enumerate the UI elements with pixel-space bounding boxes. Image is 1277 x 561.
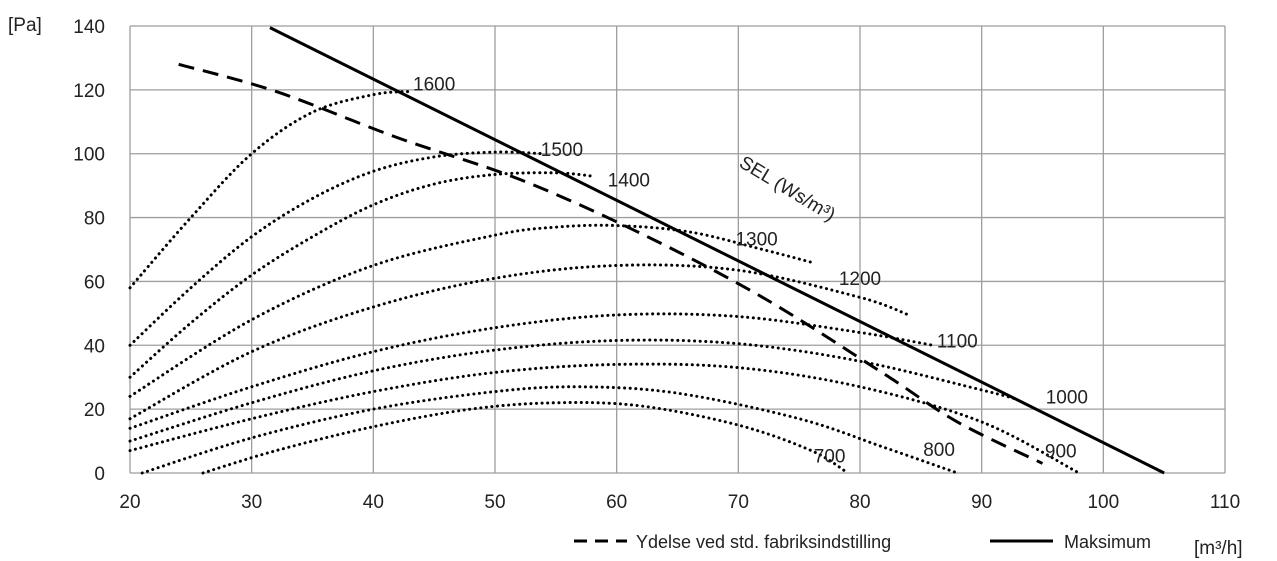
x-tick-label-4: 60 [606,492,627,513]
chart-series [128,26,1165,475]
curve-value-labels: 1600 1500 1400 1300 1200 1100 1000 900 800 700 [413,74,1088,467]
y-tick-label-5: 100 [73,145,105,166]
x-tick-label-2: 40 [363,492,384,513]
legend-solid-label: Maksimum [1064,532,1151,552]
chart-legend: Ydelse ved std. fabriksindstilling Maksi… [574,532,1151,552]
series-line-maksimum [269,26,1165,475]
series-line-fan-curve-9 [140,385,959,475]
y-axis-unit: [Pa] [8,15,42,36]
x-tick-label-5: 70 [728,492,749,513]
series-line-fan-curve-8 [128,362,1081,475]
curve-label-800: 800 [923,440,955,461]
x-tick-label-9: 110 [1210,492,1240,513]
x-tick-label-0: 20 [119,492,140,513]
y-tick-label-7: 140 [73,17,105,38]
x-axis-unit: [m³/h] [1194,538,1243,559]
curve-label-1000: 1000 [1046,387,1088,408]
y-tick-label-1: 20 [84,400,105,421]
x-tick-label-8: 100 [1087,492,1119,513]
series-line-fan-curve-5 [128,263,911,421]
series-line-fan-curve-10 [201,401,850,475]
x-tick-label-3: 50 [484,492,505,513]
curve-label-900: 900 [1045,442,1077,463]
y-tick-label-2: 40 [84,336,105,357]
curve-label-1200: 1200 [839,269,881,290]
curve-label-1500: 1500 [541,140,583,161]
curve-label-700: 700 [814,446,846,467]
curve-label-1300: 1300 [735,229,777,250]
x-tick-label-7: 90 [971,492,992,513]
series-line-fan-curve-3 [128,171,594,379]
sel-curve-label: SEL (Ws/m³) [735,152,838,226]
series-line-fan-curve-2 [128,150,546,347]
x-tick-label-1: 30 [241,492,262,513]
series-line-fan-curve-7 [128,338,1020,443]
curve-label-1400: 1400 [608,170,650,191]
x-tick-label-6: 80 [849,492,870,513]
y-tick-label-6: 120 [73,81,105,102]
series-line-fan-curve-1 [128,89,412,290]
curve-label-1600: 1600 [413,74,455,95]
y-tick-label-0: 0 [94,464,105,485]
series-line-fan-curve-4 [128,223,813,398]
series-line-ydelse-ved-std-fabriksindstilling [178,62,1044,465]
legend-dashed-label: Ydelse ved std. fabriksindstilling [636,532,891,552]
series-line-fan-curve-6 [128,312,935,430]
y-tick-label-4: 80 [84,209,105,230]
chart-grid [129,25,1226,474]
y-tick-label-3: 60 [84,272,105,293]
curve-label-1100: 1100 [937,331,978,352]
